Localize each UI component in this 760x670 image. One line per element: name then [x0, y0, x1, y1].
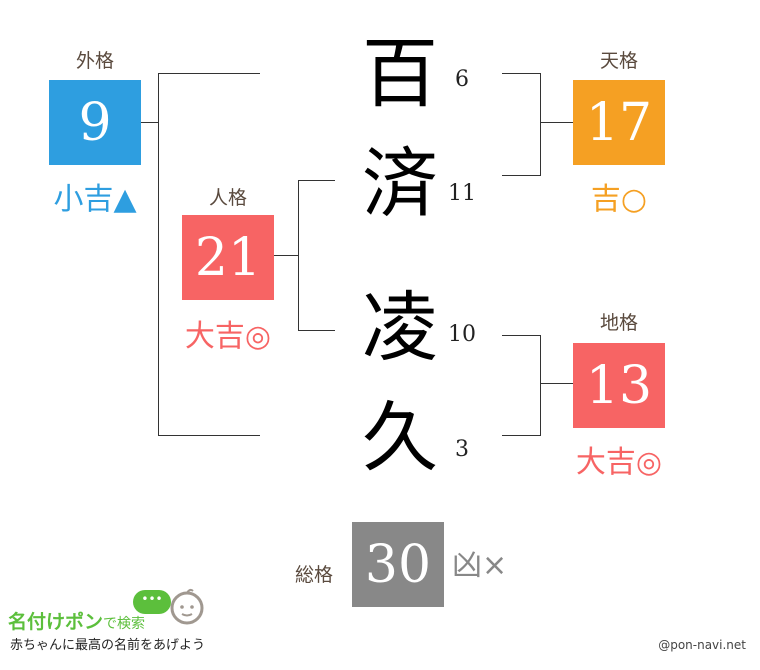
baby-face-icon — [170, 588, 204, 625]
chikaku-label: 地格 — [599, 312, 638, 334]
chikaku-fortune: 大吉◎ — [575, 445, 663, 480]
connector-line — [158, 73, 159, 436]
connector-line — [158, 435, 260, 436]
logo-title-text: 名付けポン — [8, 611, 104, 633]
connector-line — [274, 255, 298, 256]
name-char: 百 — [362, 29, 438, 118]
gaikaku-fortune: 小吉▲ — [53, 182, 137, 217]
logo-suffix: で検索 — [103, 616, 146, 632]
connector-line — [502, 335, 540, 336]
stroke-count: 6 — [455, 67, 469, 92]
gaikaku-label: 外格 — [75, 50, 114, 72]
connector-line — [540, 73, 541, 176]
name-char: 久 — [362, 393, 438, 482]
soukaku-value: 30 — [352, 522, 444, 607]
stroke-count: 10 — [448, 322, 476, 347]
name-char: 凌 — [362, 283, 438, 372]
logo-title: 名付けポンで検索 — [8, 607, 145, 634]
chikaku-value: 13 — [573, 343, 665, 428]
soukaku-label: 総格 — [294, 564, 333, 586]
connector-line — [298, 330, 335, 331]
connector-line — [540, 383, 573, 384]
soukaku-fortune: 凶× — [452, 548, 508, 583]
credit-text: @pon-navi.net — [658, 638, 746, 652]
connector-line — [141, 122, 158, 123]
connector-line — [502, 175, 540, 176]
tenkaku-label: 天格 — [599, 50, 638, 72]
tenkaku-fortune: 吉○ — [590, 182, 648, 217]
connector-line — [298, 180, 299, 331]
gaikaku-value: 9 — [49, 80, 141, 165]
jinkaku-label: 人格 — [208, 187, 247, 209]
stroke-count: 11 — [448, 181, 476, 206]
stroke-count: 3 — [455, 437, 469, 462]
speech-bubble-icon: ••• — [133, 590, 171, 614]
connector-line — [158, 73, 260, 74]
connector-line — [540, 335, 541, 436]
name-char: 済 — [362, 139, 438, 228]
logo-tagline: 赤ちゃんに最高の名前をあげよう — [10, 638, 206, 653]
connector-line — [298, 180, 335, 181]
connector-line — [502, 435, 540, 436]
jinkaku-fortune: 大吉◎ — [184, 319, 272, 354]
tenkaku-value: 17 — [573, 80, 665, 165]
connector-line — [502, 73, 540, 74]
jinkaku-value: 21 — [182, 215, 274, 300]
connector-line — [540, 122, 573, 123]
